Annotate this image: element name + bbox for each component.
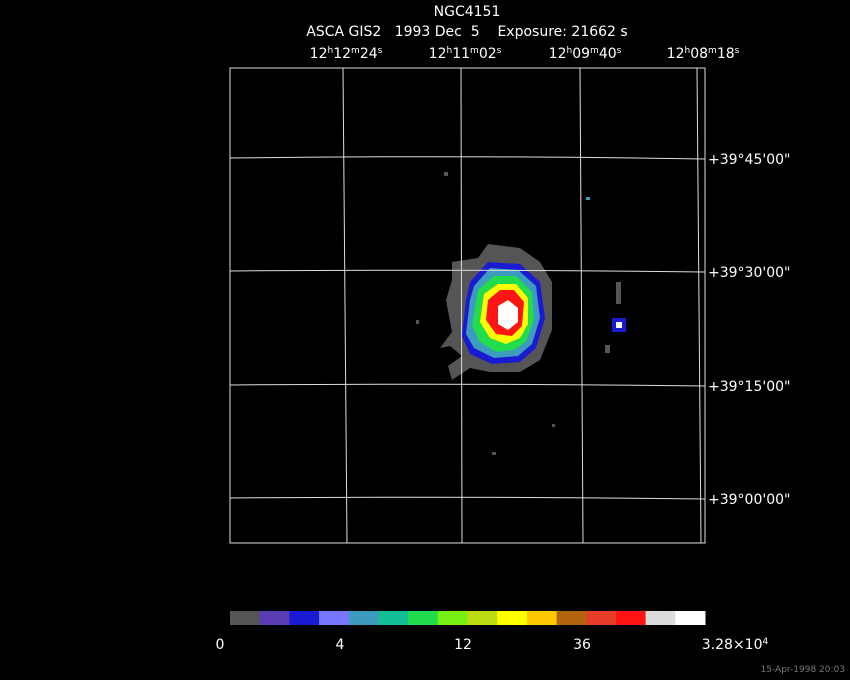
label-part: 12 (667, 46, 685, 62)
dec-line (229, 156, 706, 160)
ra-label: 12h08m18s (667, 46, 740, 62)
label-part: 09 (572, 46, 590, 62)
label-part: 12 (454, 637, 472, 653)
speck (616, 282, 621, 304)
superscript: h (566, 46, 572, 56)
superscript: s (497, 46, 502, 56)
source-image (416, 172, 626, 455)
colorbar-label: 36 (573, 637, 591, 653)
superscript: s (378, 46, 383, 56)
speck (616, 322, 622, 328)
dec-label: +39°45'00" (708, 152, 790, 168)
speck (416, 320, 419, 324)
ra-line (696, 67, 702, 544)
label-part: 02 (479, 46, 497, 62)
superscript: s (735, 46, 740, 56)
colorbar-segment (348, 611, 379, 625)
colorbar-segment (230, 611, 261, 625)
speck (492, 452, 496, 455)
superscript: h (327, 46, 333, 56)
label-part: 12 (549, 46, 567, 62)
speck (552, 424, 555, 427)
label-part: 3.28×10 (702, 637, 763, 653)
label-part: 08 (690, 46, 708, 62)
ra-line (460, 67, 463, 544)
timestamp: 15-Apr-1998 20:03 (761, 665, 845, 675)
dec-label: +39°00'00" (708, 492, 790, 508)
colorbar-segment (408, 611, 439, 625)
contour (498, 300, 518, 330)
superscript: h (684, 46, 690, 56)
superscript: h (446, 46, 452, 56)
label-part: 40 (599, 46, 617, 62)
dec-line (229, 383, 706, 387)
label-part: 12 (310, 46, 328, 62)
speck (605, 345, 610, 353)
colorbar-segment (675, 611, 706, 625)
colorbar-segment (289, 611, 320, 625)
dec-line (229, 496, 706, 500)
colorbar-label: 3.28×104 (702, 637, 769, 653)
speck (586, 197, 590, 200)
superscript: 4 (762, 637, 768, 647)
ra-label: 12h09m40s (549, 46, 622, 62)
colorbar-segment (615, 611, 647, 625)
colorbar-segment (319, 611, 350, 625)
colorbar-label: 12 (454, 637, 472, 653)
superscript: s (617, 46, 622, 56)
superscript: m (708, 46, 717, 56)
label-part: 36 (573, 637, 591, 653)
colorbar-segment (437, 611, 468, 625)
colorbar-segment (556, 611, 587, 625)
label-part: 4 (336, 637, 345, 653)
colorbar-segment (645, 611, 676, 625)
colorbar-segment (378, 611, 409, 625)
coordinate-grid (229, 67, 706, 544)
dec-label: +39°30'00" (708, 265, 790, 281)
label-part: 12 (429, 46, 447, 62)
superscript: m (590, 46, 599, 56)
colorbar-label: 0 (216, 637, 225, 653)
colorbar-segment (497, 611, 528, 625)
label-part: 18 (717, 46, 735, 62)
dec-label: +39°15'00" (708, 379, 790, 395)
colorbar-segment (526, 611, 558, 625)
ra-line (342, 67, 348, 544)
dec-line (229, 269, 706, 273)
label-part: 24 (360, 46, 378, 62)
ra-line (579, 67, 584, 544)
label-part: 12 (333, 46, 351, 62)
title: NGC4151 (434, 4, 501, 20)
colorbar-segment (259, 611, 290, 625)
subtitle: ASCA GIS2 1993 Dec 5 Exposure: 21662 s (306, 24, 627, 40)
speck (444, 172, 448, 176)
colorbar-segment (467, 611, 498, 625)
ra-label: 12h12m24s (310, 46, 383, 62)
superscript: m (351, 46, 360, 56)
colorbar-segment (586, 611, 617, 625)
label-part: 11 (452, 46, 470, 62)
label-part: 0 (216, 637, 225, 653)
colorbar-label: 4 (336, 637, 345, 653)
ra-label: 12h11m02s (429, 46, 502, 62)
superscript: m (470, 46, 479, 56)
